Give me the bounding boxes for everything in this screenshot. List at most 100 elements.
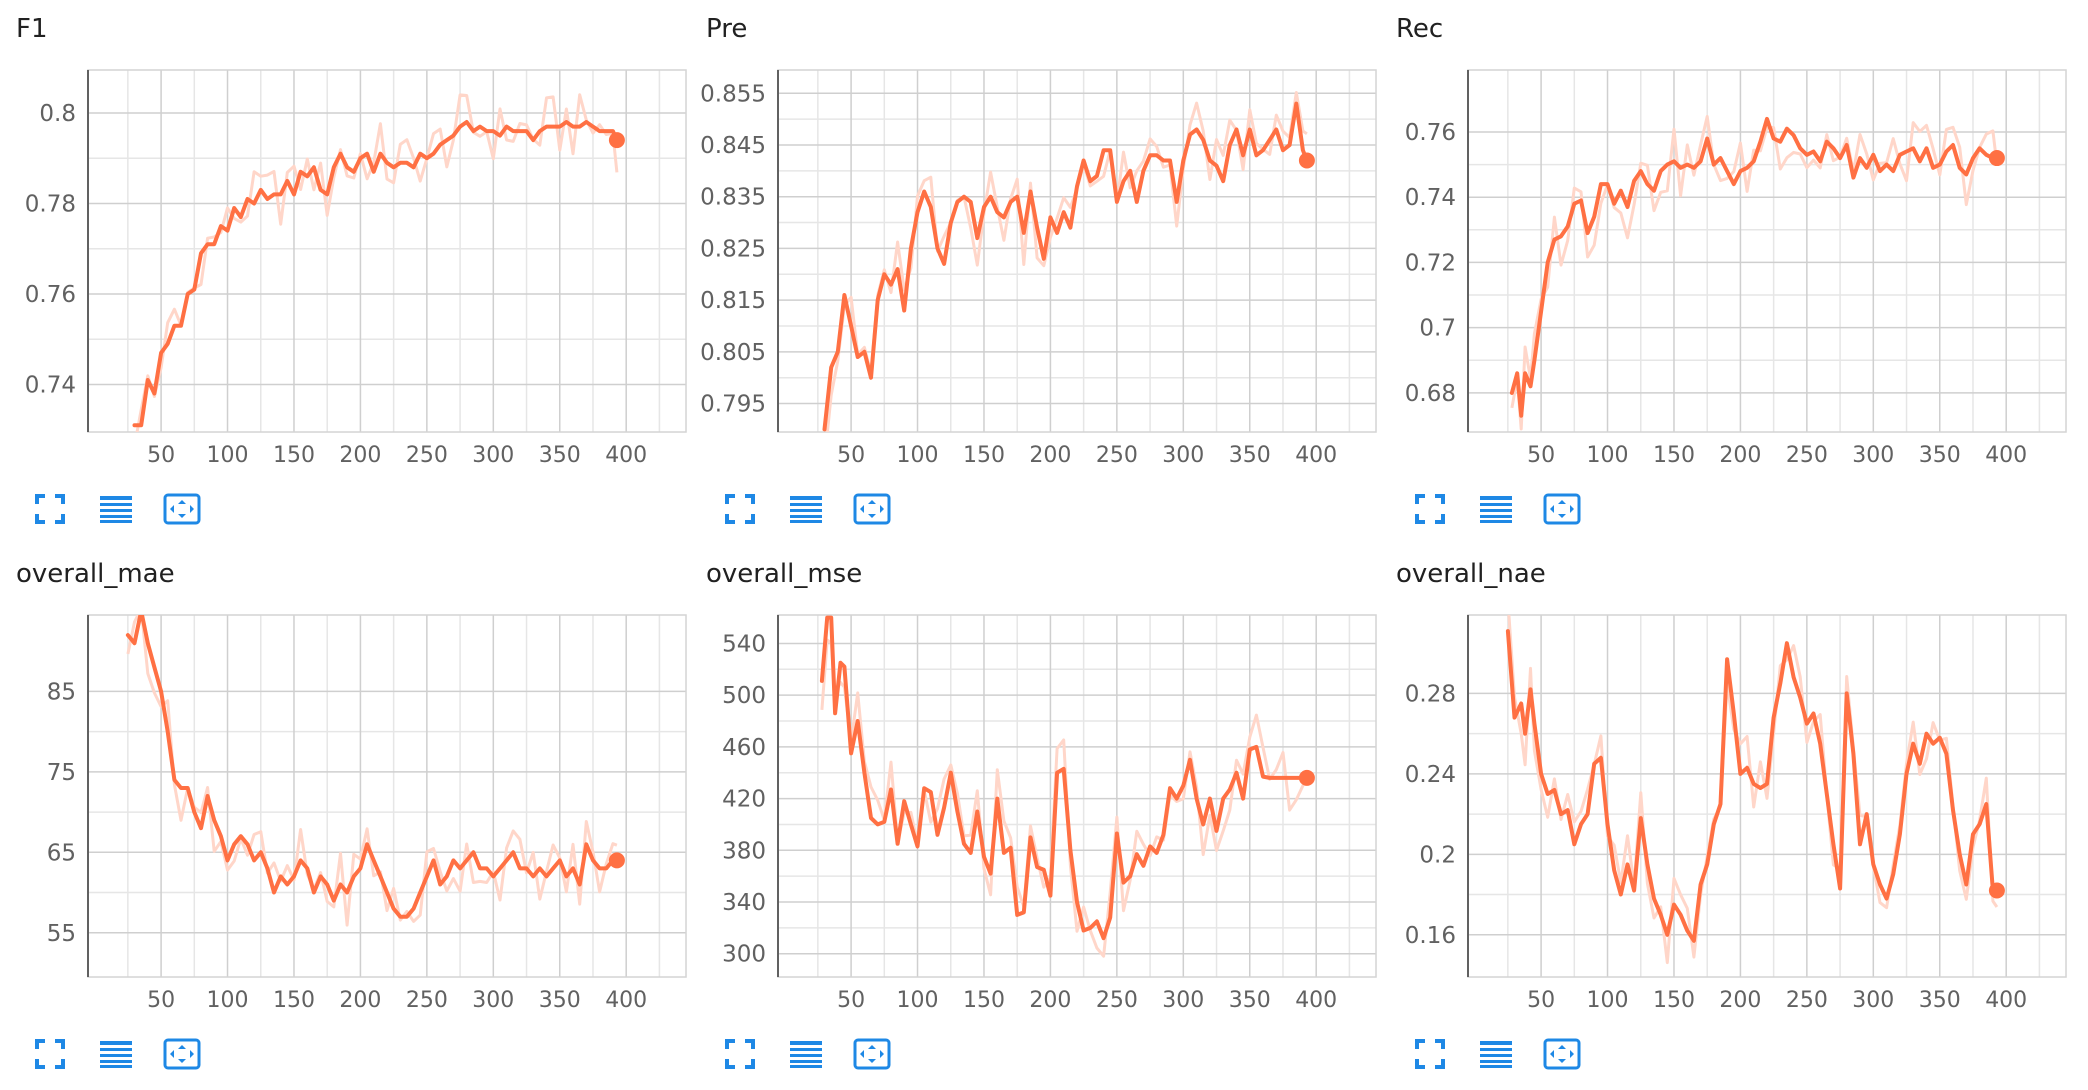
line-chart: 50 100 150 200 250 300 350 400 0.68 0.7 0.72 0.74 0.… <box>1405 69 2067 468</box>
chart-toolbar <box>28 1035 204 1073</box>
fit-domain-button[interactable] <box>1540 490 1584 528</box>
y-tick-label: 55 <box>47 921 76 947</box>
y-tick-label: 0.72 <box>1405 250 1456 276</box>
fullscreen-icon <box>725 494 755 524</box>
y-tick-label: 0.825 <box>700 236 766 262</box>
x-tick-label: 100 <box>897 988 939 1013</box>
chart-title: overall_nae <box>1396 559 1546 589</box>
x-tick-label: 200 <box>1029 988 1071 1013</box>
data-table-icon <box>1480 1040 1512 1068</box>
chart-toolbar <box>28 490 204 528</box>
y-tick-label: 75 <box>47 760 76 786</box>
fullscreen-icon <box>35 1039 65 1069</box>
x-tick-label: 400 <box>1985 988 2027 1013</box>
chart-card: Rec 50 100 150 200 250 300 350 400 0.68 0.7 0.72 0.7… <box>1380 0 2070 545</box>
x-tick-label: 350 <box>1229 443 1271 468</box>
fit-domain-icon <box>1543 1038 1581 1070</box>
x-tick-label: 300 <box>1852 443 1894 468</box>
data-table-button[interactable] <box>94 1035 138 1073</box>
x-tick-label: 400 <box>605 443 647 468</box>
x-tick-label: 400 <box>1985 443 2027 468</box>
fit-domain-button[interactable] <box>850 490 894 528</box>
line-chart: 50 100 150 200 250 300 350 400 300 340 380 420 460 50… <box>722 614 1377 1013</box>
series-endpoint-marker <box>1298 769 1315 786</box>
plot-frame <box>87 69 687 433</box>
y-tick-label: 0.815 <box>700 288 766 314</box>
x-tick-label: 150 <box>1653 988 1695 1013</box>
x-tick-label: 400 <box>1295 443 1337 468</box>
series-line <box>125 615 619 919</box>
y-tick-label: 0.78 <box>25 191 76 217</box>
y-tick-label: 420 <box>722 787 766 813</box>
y-tick-label: 300 <box>722 942 766 968</box>
chart-title: overall_mse <box>706 559 863 589</box>
data-table-icon <box>790 1040 822 1068</box>
x-tick-label: 150 <box>273 443 315 468</box>
y-tick-label: 500 <box>722 683 766 709</box>
fullscreen-button[interactable] <box>1408 490 1452 528</box>
fit-domain-button[interactable] <box>850 1035 894 1073</box>
line-chart: 50 100 150 200 250 300 350 400 0.795 0.805 0.815 0.… <box>700 69 1377 468</box>
series-line <box>132 120 619 428</box>
y-tick-label: 0.68 <box>1405 381 1456 407</box>
y-tick-label: 65 <box>47 840 76 866</box>
data-table-icon <box>790 495 822 523</box>
series-line <box>1505 629 1999 943</box>
fullscreen-button[interactable] <box>28 490 72 528</box>
data-table-button[interactable] <box>784 490 828 528</box>
x-tick-label: 300 <box>1162 443 1204 468</box>
x-tick-label: 400 <box>1295 988 1337 1013</box>
chart-toolbar <box>1408 1035 1584 1073</box>
chart-card: overall_mse 50 100 150 200 250 300 350 400 300 340… <box>690 545 1380 1090</box>
x-tick-label: 50 <box>147 443 175 468</box>
data-table-button[interactable] <box>784 1035 828 1073</box>
y-tick-label: 0.74 <box>25 372 76 398</box>
chart-title: Pre <box>706 14 748 44</box>
x-tick-label: 350 <box>1229 988 1271 1013</box>
x-tick-label: 350 <box>1919 988 1961 1013</box>
series-line <box>822 101 1309 432</box>
chart-card: overall_mae 50 100 150 200 250 300 350 400 55 65 75… <box>0 545 690 1090</box>
data-table-icon <box>1480 495 1512 523</box>
x-tick-label: 50 <box>147 988 175 1013</box>
y-tick-label: 0.845 <box>700 133 766 159</box>
series-endpoint-marker <box>1298 152 1315 169</box>
fit-domain-button[interactable] <box>1540 1035 1584 1073</box>
data-table-button[interactable] <box>1474 490 1518 528</box>
fullscreen-button[interactable] <box>1408 1035 1452 1073</box>
fit-domain-button[interactable] <box>160 1035 204 1073</box>
chart-title: Rec <box>1396 14 1444 44</box>
y-tick-label: 0.7 <box>1419 316 1456 342</box>
fullscreen-icon <box>1415 494 1445 524</box>
y-tick-label: 0.74 <box>1405 185 1456 211</box>
fullscreen-icon <box>35 494 65 524</box>
fit-domain-button[interactable] <box>160 490 204 528</box>
data-table-button[interactable] <box>1474 1035 1518 1073</box>
data-table-button[interactable] <box>94 490 138 528</box>
y-tick-label: 380 <box>722 838 766 864</box>
fullscreen-button[interactable] <box>718 490 762 528</box>
y-tick-label: 0.76 <box>1405 120 1456 146</box>
x-tick-label: 150 <box>273 988 315 1013</box>
fit-domain-icon <box>853 1038 891 1070</box>
x-tick-label: 200 <box>1719 443 1761 468</box>
x-tick-label: 250 <box>1096 988 1138 1013</box>
y-tick-label: 0.76 <box>25 282 76 308</box>
series-raw-line <box>126 615 618 927</box>
fullscreen-button[interactable] <box>28 1035 72 1073</box>
series-line <box>1509 116 1999 418</box>
x-tick-label: 200 <box>1719 988 1761 1013</box>
fullscreen-button[interactable] <box>718 1035 762 1073</box>
fit-domain-icon <box>163 493 201 525</box>
x-tick-label: 150 <box>963 443 1005 468</box>
x-tick-label: 350 <box>1919 443 1961 468</box>
y-tick-label: 0.805 <box>700 340 766 366</box>
y-tick-label: 0.835 <box>700 185 766 211</box>
series-endpoint-marker <box>1988 150 2005 167</box>
y-tick-label: 460 <box>722 735 766 761</box>
line-chart: 50 100 150 200 250 300 350 400 0.74 0.76 0.78 0.8 <box>25 69 687 468</box>
series-line <box>819 615 1309 941</box>
x-tick-label: 200 <box>339 988 381 1013</box>
y-tick-label: 0.16 <box>1405 923 1456 949</box>
series-endpoint-marker <box>1988 882 2005 899</box>
